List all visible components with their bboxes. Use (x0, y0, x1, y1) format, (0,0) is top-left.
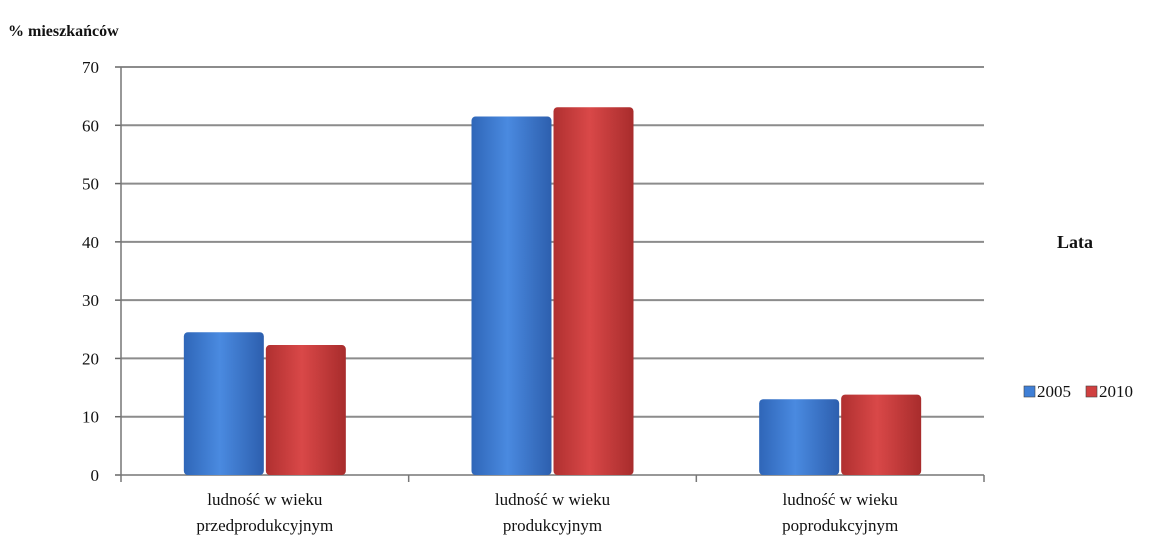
legend-swatch-2005 (1023, 385, 1036, 398)
y-axis-label: % mieszkańców (8, 23, 119, 40)
bar-2010-1 (553, 107, 634, 476)
legend-label-2005: 2005 (1037, 382, 1071, 401)
category-label: przedprodukcyjnym (196, 516, 333, 535)
bar-2010-0 (265, 345, 346, 475)
y-tick-labels: 0 10 20 30 40 50 60 70 (82, 58, 99, 485)
bar-2005-0 (183, 332, 264, 475)
bars (183, 107, 922, 476)
y-tick-label: 30 (82, 291, 99, 310)
y-tick-label: 70 (82, 58, 99, 77)
category-label: ludność w wieku (495, 490, 611, 509)
legend-swatch-2010 (1085, 385, 1098, 398)
y-tick-label: 60 (82, 116, 99, 135)
axes (115, 66, 985, 482)
bar-2010-2 (841, 394, 922, 475)
category-label: produkcyjnym (503, 516, 602, 535)
y-tick-label: 20 (82, 349, 99, 368)
y-tick-label: 10 (82, 408, 99, 427)
bar-2005-1 (471, 116, 552, 476)
bar-2005-2 (759, 399, 840, 475)
category-label: poprodukcyjnym (782, 516, 898, 535)
gridlines (121, 66, 984, 418)
y-tick-label: 40 (82, 233, 99, 252)
category-labels: ludność w wieku przedprodukcyjnym ludność … (196, 490, 898, 535)
legend-label-2010: 2010 (1099, 382, 1133, 401)
y-tick-label: 0 (91, 466, 100, 485)
category-label: ludność w wieku (207, 490, 323, 509)
legend: Lata 2005 2010 (1023, 232, 1133, 401)
y-tick-label: 50 (82, 175, 99, 194)
category-label: ludność w wieku (783, 490, 899, 509)
legend-title: Lata (1057, 232, 1093, 252)
